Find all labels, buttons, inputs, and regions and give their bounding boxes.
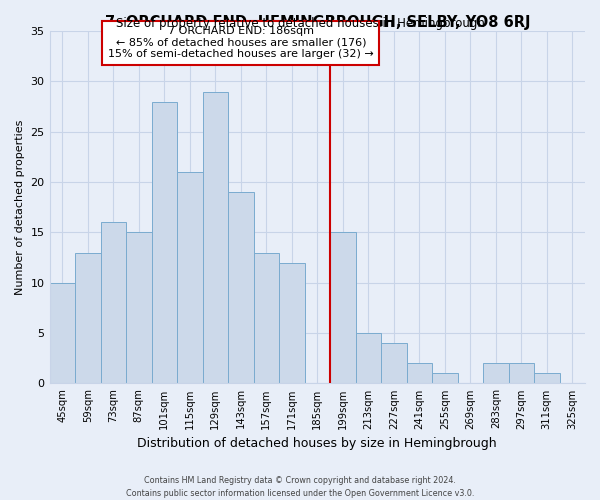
Text: Size of property relative to detached houses in Hemingbrough: Size of property relative to detached ho… [116, 18, 484, 30]
Bar [509, 364, 534, 384]
Bar [279, 262, 305, 384]
Text: Contains HM Land Registry data © Crown copyright and database right 2024.
Contai: Contains HM Land Registry data © Crown c… [126, 476, 474, 498]
Bar [356, 333, 381, 384]
Bar [407, 364, 432, 384]
Bar [152, 102, 177, 384]
Y-axis label: Number of detached properties: Number of detached properties [15, 120, 25, 295]
Bar [203, 92, 228, 384]
Bar [432, 374, 458, 384]
Bar [534, 374, 560, 384]
Bar [228, 192, 254, 384]
Bar [75, 252, 101, 384]
Title: 7, ORCHARD END, HEMINGBROUGH, SELBY, YO8 6RJ: 7, ORCHARD END, HEMINGBROUGH, SELBY, YO8… [104, 15, 530, 30]
Bar [254, 252, 279, 384]
Bar [330, 232, 356, 384]
Bar [177, 172, 203, 384]
X-axis label: Distribution of detached houses by size in Hemingbrough: Distribution of detached houses by size … [137, 437, 497, 450]
Bar [126, 232, 152, 384]
Bar [381, 343, 407, 384]
Text: 7 ORCHARD END: 186sqm
← 85% of detached houses are smaller (176)
15% of semi-det: 7 ORCHARD END: 186sqm ← 85% of detached … [108, 26, 374, 60]
Bar [50, 283, 75, 384]
Bar [101, 222, 126, 384]
Bar [483, 364, 509, 384]
